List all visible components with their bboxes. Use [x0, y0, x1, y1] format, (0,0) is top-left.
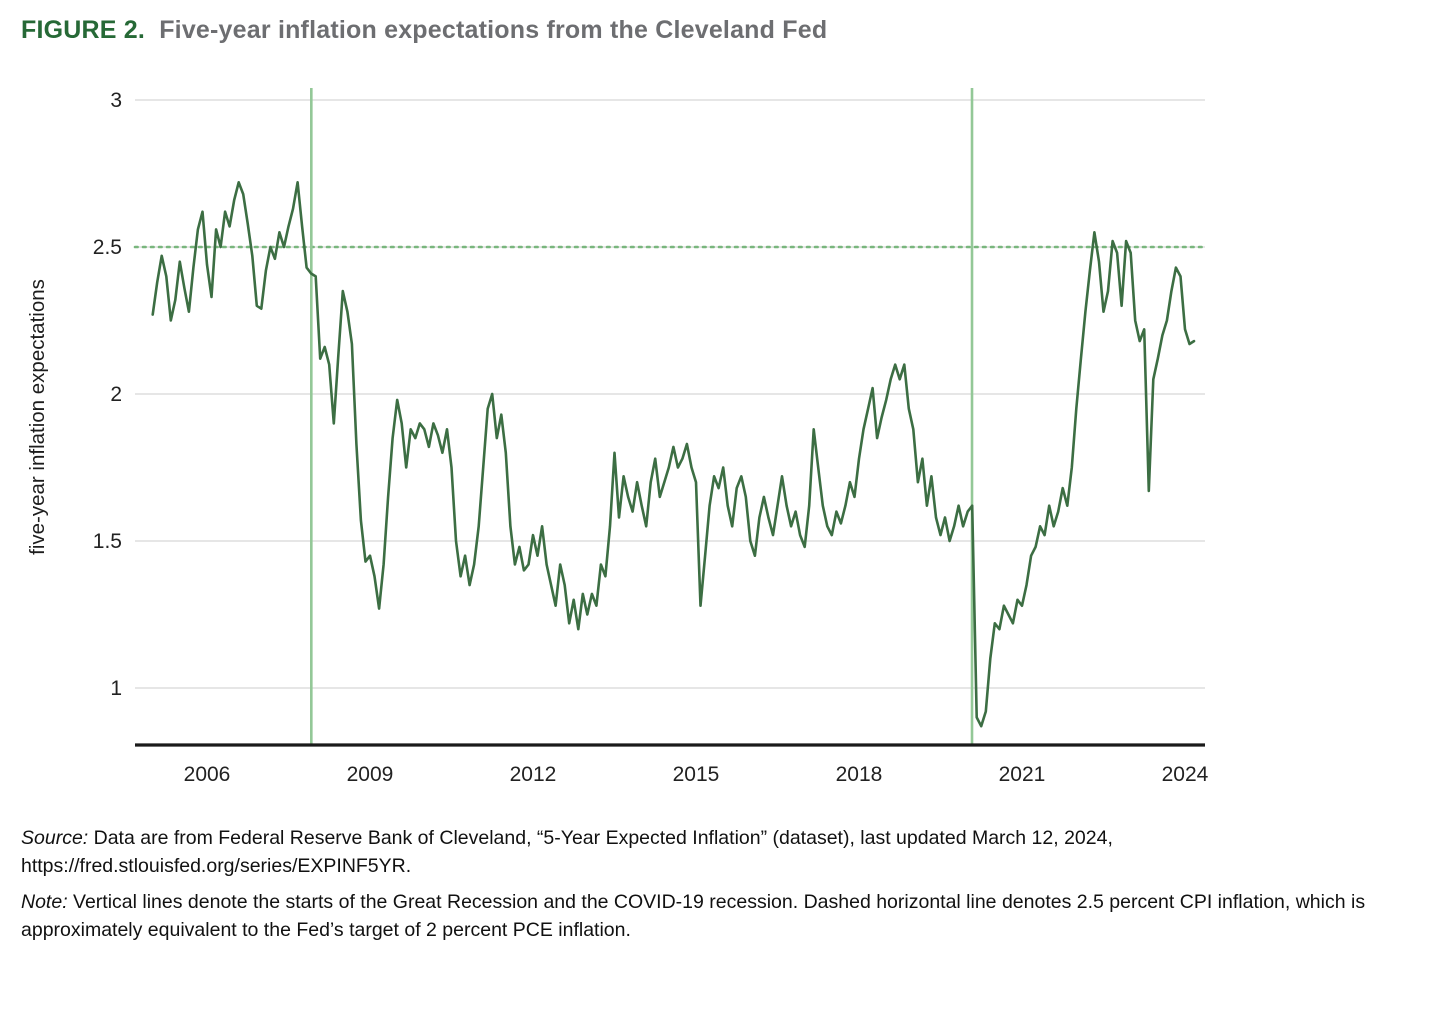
x-tick-label: 2015 [673, 763, 720, 786]
y-tick-label: 2 [110, 383, 122, 406]
x-tick-label: 2021 [999, 763, 1046, 786]
x-tick-label: 2018 [836, 763, 883, 786]
x-tick-label: 2006 [184, 763, 231, 786]
figure-number: FIGURE 2. [21, 16, 146, 44]
y-axis-label: five-year inflation expectations [26, 279, 49, 555]
source-text: Data are from Federal Reserve Bank of Cl… [93, 827, 1113, 849]
figure-title: FIGURE 2. Five-year inflation expectatio… [21, 16, 827, 45]
y-tick-label: 1 [110, 677, 122, 700]
chart-plot-area: 1 1.5 2 2.5 3 2006 2009 2012 2015 2018 2021 2024 [93, 88, 1209, 786]
y-tick-label: 3 [110, 89, 122, 112]
note-label: Note: [21, 891, 68, 914]
x-tick-label: 2024 [1162, 763, 1209, 786]
figure-footnotes: Source: Data are from Federal Reserve Ba… [21, 824, 1423, 952]
note-paragraph: Note: Vertical lines denote the starts o… [21, 888, 1423, 944]
figure-heading: Five-year inflation expectations from th… [159, 16, 828, 44]
y-tick-label: 2.5 [93, 236, 122, 259]
inflation-expectations-line-chart: 1 1.5 2 2.5 3 2006 2009 2012 2015 2018 2021 2024 fi… [26, 88, 1209, 786]
x-tick-label: 2009 [347, 763, 394, 786]
source-url: https://fred.stlouisfed.org/series/EXPIN… [21, 855, 412, 878]
note-text: Vertical lines denote the starts of the … [21, 891, 1366, 942]
x-tick-label: 2012 [510, 763, 557, 786]
inflation-expectations-series [151, 181, 1196, 728]
y-tick-label: 1.5 [93, 530, 122, 553]
source-label: Source: [21, 827, 89, 849]
source-paragraph: Source: Data are from Federal Reserve Ba… [21, 824, 1423, 880]
